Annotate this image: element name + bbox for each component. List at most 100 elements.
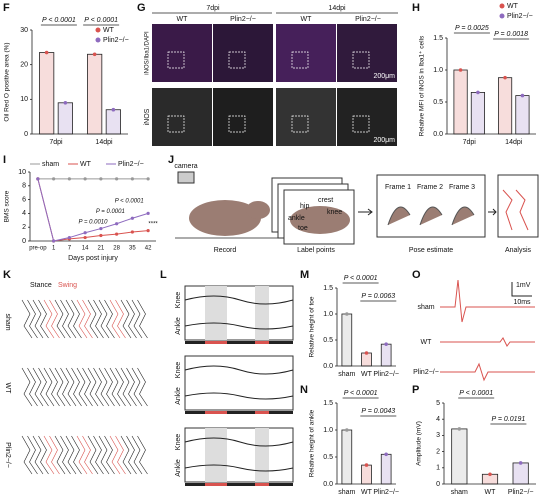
mouse <box>290 206 350 234</box>
stick-figure <box>98 299 110 339</box>
stick-figure <box>120 435 132 475</box>
joint-label: Ankle <box>175 459 182 477</box>
inset-box <box>228 51 246 69</box>
legend-marker <box>499 13 505 19</box>
stick-figure <box>54 435 66 475</box>
stick-figure <box>126 299 137 339</box>
annotation: P = 0.0001 <box>96 209 125 215</box>
point <box>83 177 87 181</box>
y-tick-label: 8 <box>22 183 26 190</box>
group-label: sham <box>4 313 11 330</box>
stick-figure <box>71 299 82 339</box>
y-tick-label: 1.0 <box>433 67 443 74</box>
panel-l: Knee Ankle Knee Ankle Knee Ankle <box>175 292 182 477</box>
stick-figure <box>87 367 99 407</box>
stick-figure <box>120 299 132 339</box>
annotation: P = 0.0010 <box>79 219 109 225</box>
x-tick-label: WT <box>361 371 373 378</box>
y-tick-label: 1.5 <box>323 285 333 292</box>
y-axis-label: Oil Red O positive area (%) <box>4 42 11 121</box>
limb-drawing <box>387 206 475 226</box>
step: Pose estimate <box>409 247 453 254</box>
stick-figure <box>21 299 33 339</box>
panel-j: camera Record crest hip knee ankle toe L… <box>174 163 539 254</box>
stick-figure <box>38 435 49 475</box>
x-tick-label: 42 <box>145 246 152 252</box>
bar <box>515 95 530 135</box>
stick-figure <box>87 299 99 339</box>
x-tick-label: WT <box>361 489 373 496</box>
x-tick-label: 21 <box>98 246 105 252</box>
annotation: P = 0.0043 <box>361 408 395 415</box>
image <box>337 24 397 82</box>
stick-figure <box>109 367 121 407</box>
legend-label: Plin2−/− <box>118 161 144 168</box>
trace <box>440 279 535 323</box>
stick-figure <box>109 435 121 475</box>
y-tick-label: 1.5 <box>433 35 443 42</box>
bar-point <box>518 461 523 465</box>
annotation: P < 0.0001 <box>115 199 144 205</box>
x-tick-label: sham <box>451 489 468 496</box>
trace <box>440 362 535 382</box>
stick-figure <box>32 299 44 339</box>
phase-label: Stance <box>30 282 52 289</box>
bar <box>105 109 121 135</box>
frame-label: Frame 2 <box>417 184 443 191</box>
bar-point <box>476 90 480 95</box>
point <box>115 177 119 181</box>
bar-point <box>503 75 507 80</box>
phase-bar <box>185 411 293 414</box>
y-tick-label: 1.5 <box>323 400 333 407</box>
stick-figure <box>131 435 143 475</box>
panel-letter: K <box>3 269 11 281</box>
joint-label: Knee <box>175 434 182 450</box>
y-tick-label: 2 <box>22 224 26 231</box>
y-tick-label: 30 <box>20 27 28 34</box>
x-tick-label: sham <box>338 489 355 496</box>
stick-figure <box>65 367 77 407</box>
joint: knee <box>327 209 342 216</box>
step: Label points <box>297 247 335 254</box>
stick-figure <box>104 299 115 339</box>
y-tick-label: 0.5 <box>433 99 443 106</box>
point <box>83 231 87 235</box>
point <box>115 222 119 226</box>
stick-figure <box>49 435 60 475</box>
phase-bar <box>205 341 227 344</box>
joint-label: Ankle <box>175 387 182 405</box>
point <box>83 235 87 240</box>
bar-point <box>44 50 49 55</box>
stick-figure <box>60 367 71 407</box>
x-tick-label: 14 <box>82 246 89 252</box>
shade <box>255 428 269 482</box>
camera-label: camera <box>174 163 197 170</box>
x-tick-label: 7dpi <box>49 139 63 146</box>
stick-figure <box>126 367 137 407</box>
x-tick-label: 14dpi <box>505 139 523 146</box>
bar-point <box>364 351 369 355</box>
group-label: Plin2−/− <box>4 442 11 468</box>
angle-trace <box>184 365 294 375</box>
y-axis-label: Amplitude (mV) <box>416 421 423 466</box>
y-tick-label: 10 <box>20 96 28 103</box>
stick-figure <box>27 299 38 339</box>
stick-figure <box>38 299 49 339</box>
angle-trace <box>184 322 294 330</box>
frame <box>497 174 539 238</box>
stick-figure <box>120 367 132 407</box>
stick-figure <box>137 299 148 339</box>
bar <box>512 462 529 485</box>
stick-figure <box>60 435 71 475</box>
x-tick-label: 28 <box>113 246 120 252</box>
y-tick-label: 4 <box>22 210 26 217</box>
y-tick-label: 6 <box>22 196 26 203</box>
stick-figure <box>32 435 44 475</box>
bar <box>470 92 486 135</box>
bar-point <box>345 428 349 432</box>
stick-figure <box>82 299 93 339</box>
stick-figure <box>87 435 99 475</box>
panel-letter: F <box>3 2 10 14</box>
scale-label: 10ms <box>513 299 531 306</box>
